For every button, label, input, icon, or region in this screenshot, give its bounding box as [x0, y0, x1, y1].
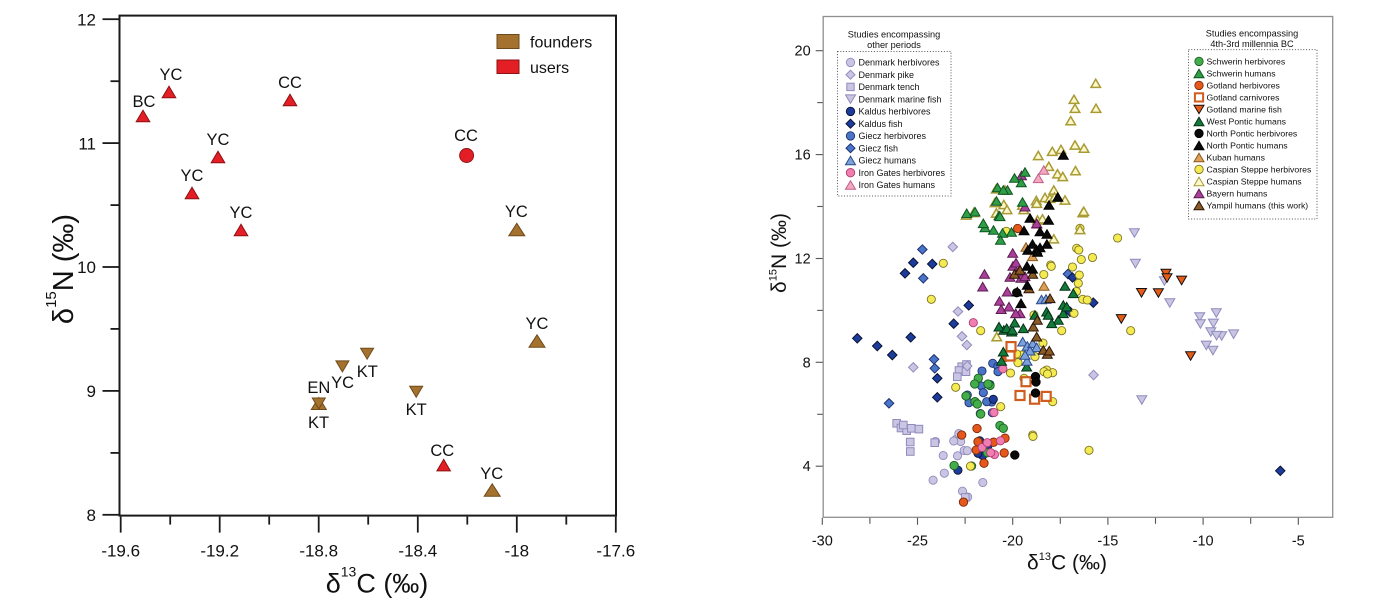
svg-text:Kaldus herbivores: Kaldus herbivores — [859, 107, 932, 117]
svg-text:North Pontic herbivores: North Pontic herbivores — [1207, 129, 1298, 139]
svg-text:12: 12 — [795, 252, 811, 268]
svg-text:CC: CC — [454, 127, 478, 145]
svg-text:CC: CC — [430, 442, 454, 460]
svg-text:4: 4 — [803, 459, 811, 475]
svg-text:KT: KT — [308, 414, 329, 432]
svg-text:-18.8: -18.8 — [299, 542, 338, 561]
svg-text:Schwerin herbivores: Schwerin herbivores — [1207, 57, 1286, 67]
svg-text:Denmark marine fish: Denmark marine fish — [859, 94, 942, 104]
svg-text:Gotland marine fish: Gotland marine fish — [1207, 105, 1282, 115]
svg-text:-20: -20 — [1002, 533, 1023, 549]
svg-text:KT: KT — [357, 363, 378, 381]
svg-text:Yampil humans (this work): Yampil humans (this work) — [1207, 201, 1309, 211]
svg-text:-17.6: -17.6 — [596, 542, 635, 561]
svg-text:YC: YC — [505, 203, 528, 221]
svg-text:Iron Gates herbivores: Iron Gates herbivores — [859, 168, 946, 178]
svg-text:North Pontic humans: North Pontic humans — [1207, 141, 1289, 151]
svg-text:-25: -25 — [907, 533, 928, 549]
svg-text:4th-3rd millennia BC: 4th-3rd millennia BC — [1210, 39, 1294, 49]
svg-text:-18.4: -18.4 — [398, 542, 437, 561]
svg-text:-5: -5 — [1292, 533, 1305, 549]
svg-text:δ15N (‰): δ15N (‰) — [43, 214, 80, 324]
svg-text:Giecz herbivores: Giecz herbivores — [859, 131, 927, 141]
svg-text:Gotland carnivores: Gotland carnivores — [1207, 93, 1281, 103]
svg-text:-19.6: -19.6 — [101, 542, 140, 561]
svg-text:Denmark pike: Denmark pike — [859, 70, 915, 80]
svg-text:West Pontic humans: West Pontic humans — [1207, 117, 1287, 127]
svg-text:Giecz humans: Giecz humans — [859, 156, 917, 166]
svg-text:Caspian Steppe herbivores: Caspian Steppe herbivores — [1207, 165, 1312, 175]
svg-text:Denmark tench: Denmark tench — [859, 82, 920, 92]
svg-text:Studies encompassing: Studies encompassing — [1206, 29, 1298, 39]
svg-text:Kaldus fish: Kaldus fish — [859, 119, 903, 129]
svg-text:Caspian Steppe humans: Caspian Steppe humans — [1207, 177, 1303, 187]
svg-text:users: users — [530, 60, 569, 77]
svg-text:CC: CC — [278, 74, 302, 92]
svg-text:-19.2: -19.2 — [200, 542, 239, 561]
svg-text:-10: -10 — [1193, 533, 1214, 549]
svg-text:11: 11 — [78, 134, 96, 153]
svg-text:9: 9 — [87, 382, 96, 401]
svg-text:Gotland herbivores: Gotland herbivores — [1207, 81, 1281, 91]
svg-text:Studies encompassing: Studies encompassing — [848, 30, 940, 40]
svg-text:-18: -18 — [505, 542, 530, 561]
svg-text:8: 8 — [803, 355, 811, 371]
svg-text:8: 8 — [87, 506, 96, 525]
svg-text:-30: -30 — [812, 533, 833, 549]
svg-text:-15: -15 — [1097, 533, 1118, 549]
svg-text:EN: EN — [307, 379, 330, 397]
svg-text:YC: YC — [526, 315, 549, 333]
svg-text:KT: KT — [406, 401, 427, 419]
svg-text:YC: YC — [480, 465, 503, 483]
svg-text:10: 10 — [77, 258, 96, 277]
svg-text:Bayern humans: Bayern humans — [1207, 189, 1269, 199]
svg-text:12: 12 — [77, 10, 96, 29]
svg-text:Denmark herbivores: Denmark herbivores — [859, 58, 941, 68]
svg-text:YC: YC — [181, 167, 204, 185]
svg-text:20: 20 — [795, 44, 811, 60]
svg-text:YC: YC — [207, 131, 230, 149]
svg-text:Kuban humans: Kuban humans — [1207, 153, 1266, 163]
svg-text:other periods: other periods — [867, 40, 921, 50]
svg-text:Schwerin humans: Schwerin humans — [1207, 69, 1277, 79]
svg-text:YC: YC — [230, 204, 253, 222]
svg-text:Iron Gates humans: Iron Gates humans — [859, 180, 936, 190]
svg-text:16: 16 — [795, 148, 811, 164]
svg-text:BC: BC — [133, 93, 156, 111]
svg-text:YC: YC — [331, 374, 354, 392]
svg-text:Giecz fish: Giecz fish — [859, 143, 899, 153]
svg-text:δ13C (‰): δ13C (‰) — [326, 564, 429, 599]
svg-text:founders: founders — [530, 35, 592, 52]
svg-text:YC: YC — [160, 66, 183, 84]
